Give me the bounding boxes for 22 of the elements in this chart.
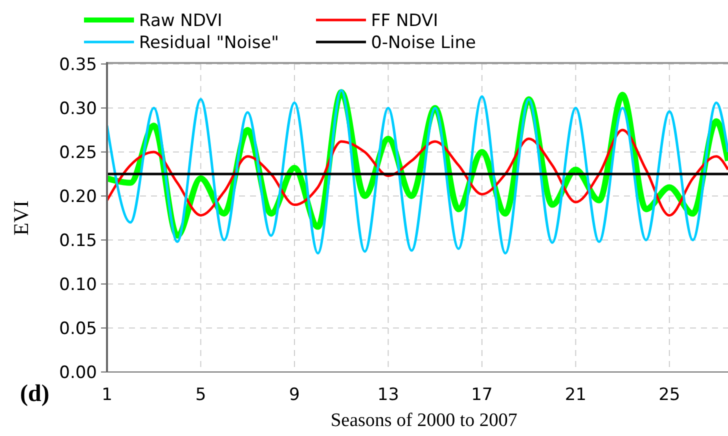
x-tick-label: 13 bbox=[377, 385, 400, 405]
legend-label: FF NDVI bbox=[371, 10, 438, 31]
y-tick-label: 0.10 bbox=[59, 274, 97, 295]
y-tick-label: 0.15 bbox=[59, 230, 97, 251]
text: (d) bbox=[20, 381, 50, 407]
x-tick-label: 5 bbox=[195, 385, 206, 405]
x-tick-label: 1 bbox=[102, 385, 112, 405]
y-tick-label: 0.20 bbox=[59, 186, 97, 207]
y-axis-title: EVI bbox=[9, 200, 33, 236]
x-tick-label: 21 bbox=[564, 385, 586, 405]
x-tick-label: 25 bbox=[658, 385, 680, 405]
y-tick-label: 0.00 bbox=[59, 362, 97, 383]
y-tick-label: 0.25 bbox=[59, 142, 97, 163]
y-tick-label: 0.30 bbox=[59, 98, 97, 119]
x-tick-label: 9 bbox=[289, 385, 300, 405]
x-axis-title: Seasons of 2000 to 2007 bbox=[330, 410, 518, 431]
legend-label: Residual "Noise" bbox=[139, 32, 279, 53]
y-tick-label: 0.35 bbox=[59, 54, 97, 75]
y-tick-label: 0.05 bbox=[59, 318, 97, 339]
legend-label: Raw NDVI bbox=[139, 10, 222, 31]
x-tick-label: 17 bbox=[471, 385, 493, 405]
legend-label: 0-Noise Line bbox=[371, 32, 476, 53]
